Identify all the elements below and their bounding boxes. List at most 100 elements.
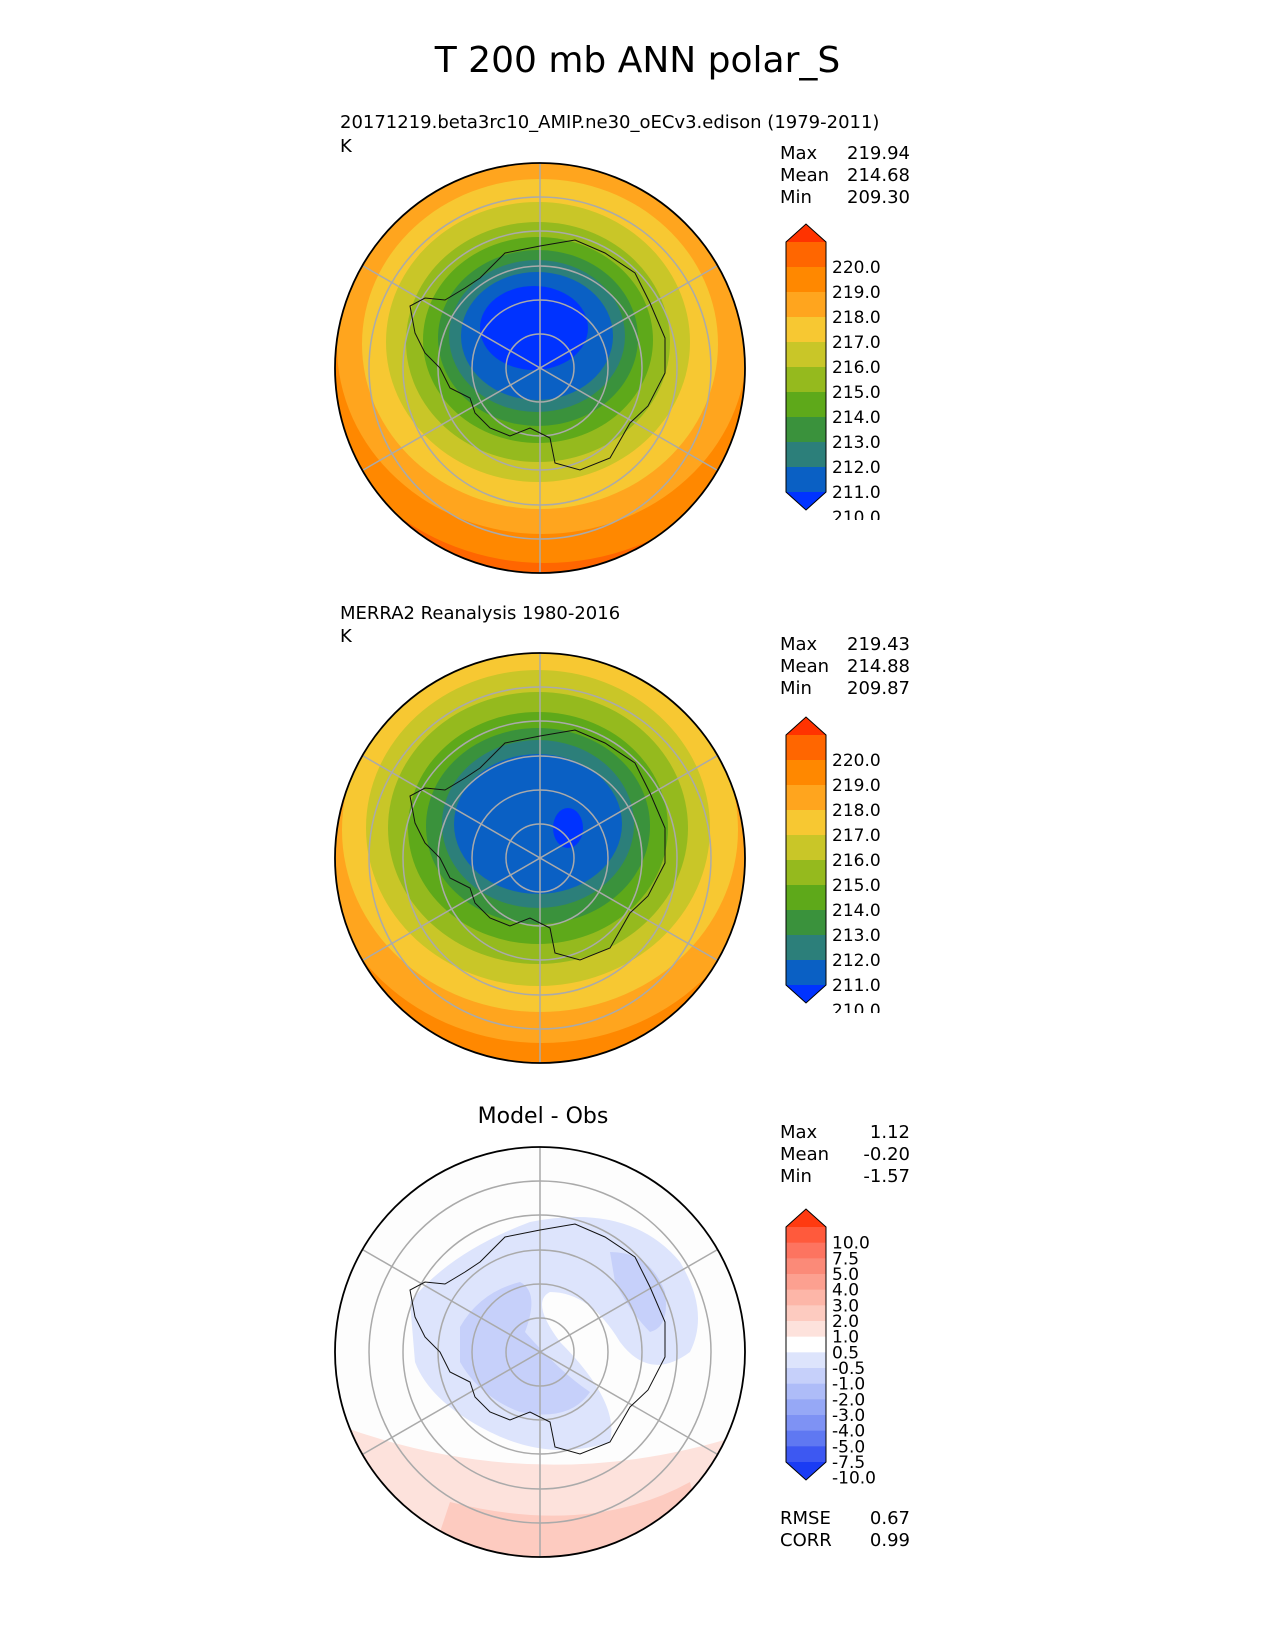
colorbar-tick-label: 213.0 (832, 926, 881, 946)
colorbar-extend-top (786, 717, 826, 735)
colorbar-segment (786, 392, 826, 418)
colorbar-segment (786, 935, 826, 961)
colorbar-segment (786, 467, 826, 493)
colorbar-tick-label: 211.0 (832, 483, 881, 503)
colorbar-tick-label: 215.0 (832, 383, 881, 403)
colorbar-extend-top (786, 1209, 826, 1227)
colorbar-segment (786, 735, 826, 761)
colorbar-segment (786, 1289, 826, 1306)
colorbar-tick-label: 4.0 (832, 1281, 859, 1301)
colorbar-tick-label: -0.5 (832, 1359, 865, 1379)
map-border (334, 652, 746, 1064)
colorbar-tick-label: 1.0 (832, 1328, 859, 1348)
colorbar-tick-label: 211.0 (832, 976, 881, 996)
colorbar-extend-top (786, 224, 826, 242)
colorbar-tick-label: 210.0 (832, 1001, 881, 1013)
colorbar-tick-label: -3.0 (832, 1406, 865, 1426)
colorbar-tick-label: -2.0 (832, 1390, 865, 1410)
colorbar-segment (786, 1305, 826, 1322)
colorbar-outline (785, 716, 827, 1004)
colorbar-segment (786, 1415, 826, 1432)
obs-polar-map (334, 652, 746, 1064)
colorbar-segment (786, 1399, 826, 1416)
colorbar-tick-label: 220.0 (832, 751, 881, 771)
stat-label: Max (780, 143, 818, 164)
colorbar-segment (786, 835, 826, 861)
figure-title: T 200 mb ANN polar_S (434, 40, 841, 81)
panel-1-units: K (340, 136, 352, 157)
colorbar-segment (786, 1368, 826, 1385)
colorbar-diff: 10.07.55.04.03.02.01.00.5-0.5-1.0-2.0-3.… (785, 1208, 876, 1489)
stat-value: 209.87 (847, 678, 910, 699)
diff-polar-map (334, 1146, 746, 1558)
colorbar-segment (786, 367, 826, 393)
graticule (357, 653, 723, 1063)
antarctica-coastline (409, 729, 666, 961)
colorbar-tick-label: 219.0 (832, 283, 881, 303)
colorbar-segment (786, 760, 826, 786)
colorbar-segment (786, 442, 826, 468)
stat-value: -0.20 (863, 1144, 910, 1165)
colorbar-tick-label: 216.0 (832, 851, 881, 871)
stat-label: CORR (780, 1530, 832, 1551)
panel-1-stats: Max 219.94 Mean 214.68 Min 209.30 (780, 143, 910, 209)
colorbar-segment (786, 1227, 826, 1244)
panel-3-title: Model - Obs (477, 1104, 609, 1129)
colorbar-segment (786, 1258, 826, 1275)
colorbar-segment (786, 860, 826, 886)
colorbar-tick-label: -4.0 (832, 1422, 865, 1442)
colorbar-segment (786, 1274, 826, 1291)
colorbar-segment (786, 1430, 826, 1447)
map-border (334, 1146, 746, 1558)
colorbar-segment (786, 242, 826, 268)
stat-label: RMSE (780, 1508, 831, 1529)
colorbar-segment (786, 810, 826, 836)
colorbar-tick-label: 2.0 (832, 1312, 859, 1332)
colorbar-segment (786, 342, 826, 368)
colorbar-segment (786, 1352, 826, 1369)
colorbar-tick-label: -7.5 (832, 1453, 865, 1473)
stat-label: Max (780, 634, 818, 655)
stat-value: 219.94 (847, 143, 910, 164)
panel-2-title: MERRA2 Reanalysis 1980-2016 (340, 603, 621, 624)
map-border (334, 162, 746, 574)
stat-value: 0.67 (869, 1508, 910, 1529)
colorbar-outline (785, 1208, 827, 1481)
panel-1-title: 20171219.beta3rc10_AMIP.ne30_oECv3.ediso… (340, 112, 880, 133)
colorbar-tick-label: 218.0 (832, 308, 881, 328)
colorbar-extend-bottom (786, 492, 826, 510)
stat-label: Mean (780, 656, 830, 677)
stat-value: 0.99 (869, 1530, 910, 1551)
colorbar-tick-label: -5.0 (832, 1437, 865, 1457)
stat-label: Min (780, 678, 812, 699)
stat-label: Min (780, 1166, 812, 1187)
colorbar-segment (786, 1383, 826, 1400)
colorbar-tick-label: 217.0 (832, 333, 881, 353)
colorbar-tick-label: 216.0 (832, 358, 881, 378)
stat-value: 214.88 (847, 656, 910, 677)
stat-label: Mean (780, 165, 830, 186)
colorbar-tick-label: 212.0 (832, 951, 881, 971)
colorbar-segment (786, 317, 826, 343)
colorbar-tick-label: 218.0 (832, 801, 881, 821)
model-temperature-field (335, 163, 745, 573)
colorbar-segment (786, 1242, 826, 1259)
colorbar-segment (786, 1446, 826, 1463)
antarctica-coastline (409, 1223, 666, 1455)
graticule (357, 163, 723, 573)
colorbar-tick-label: 214.0 (832, 408, 881, 428)
colorbar-tick-label: 7.5 (832, 1249, 859, 1269)
graticule (357, 1147, 723, 1557)
colorbar-tick-label: 0.5 (832, 1343, 859, 1363)
colorbar-extend-bottom (786, 1462, 826, 1480)
colorbar-tick-label: 212.0 (832, 458, 881, 478)
stat-label: Mean (780, 1144, 830, 1165)
stat-value: 219.43 (847, 634, 910, 655)
colorbar-tick-label: 214.0 (832, 901, 881, 921)
colorbar-tick-label: 10.0 (832, 1234, 870, 1254)
stat-value: 214.68 (847, 165, 910, 186)
colorbar-segment (786, 785, 826, 811)
colorbar-segment (786, 292, 826, 318)
model-polar-map (334, 162, 746, 574)
colorbar-segment (786, 417, 826, 443)
